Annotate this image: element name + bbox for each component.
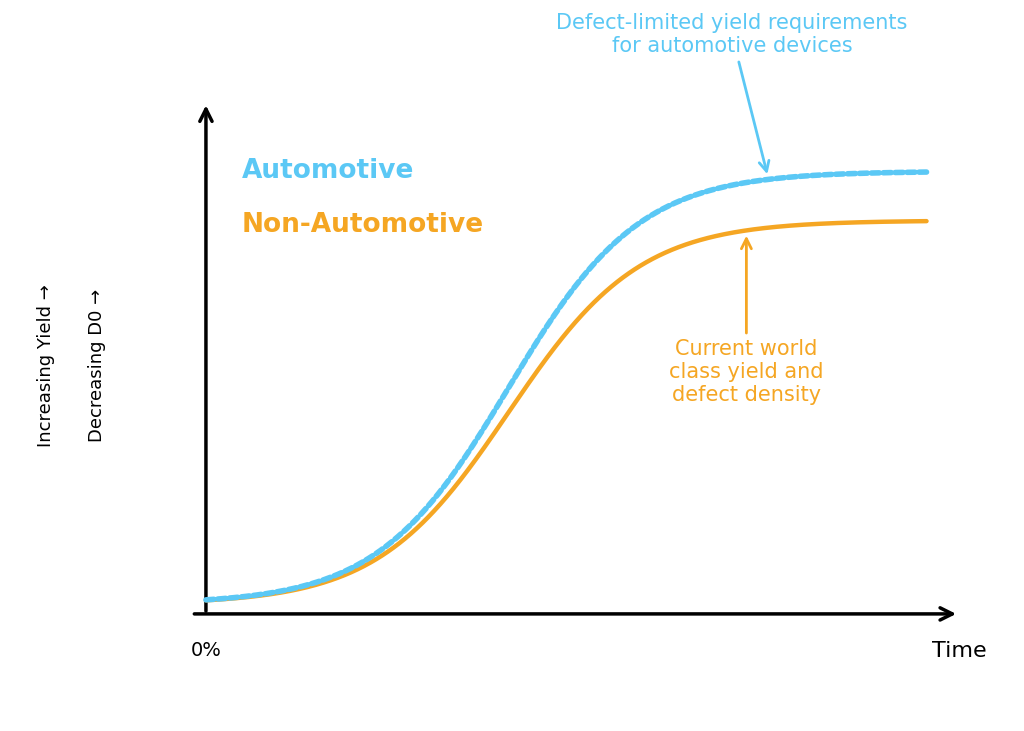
- Text: Defect-limited yield requirements
for automotive devices: Defect-limited yield requirements for au…: [556, 13, 907, 171]
- Text: Non-Automotive: Non-Automotive: [242, 213, 484, 238]
- Text: Time: Time: [932, 641, 986, 661]
- Text: Increasing Yield →: Increasing Yield →: [37, 284, 55, 447]
- Text: Decreasing D0 →: Decreasing D0 →: [88, 289, 106, 442]
- Text: Automotive: Automotive: [242, 159, 415, 184]
- Text: Current world
class yield and
defect density: Current world class yield and defect den…: [669, 239, 823, 405]
- Text: 0%: 0%: [190, 641, 221, 660]
